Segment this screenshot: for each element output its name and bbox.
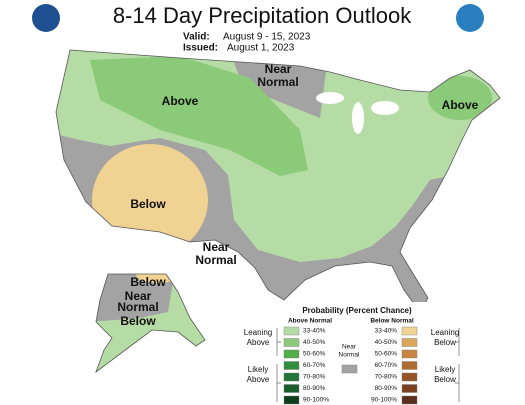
doc-logo — [32, 4, 60, 32]
legend-bin-label: 50-60% — [303, 351, 326, 358]
legend-bin-label: 40-50% — [375, 339, 398, 346]
legend-bin-label: 90-100% — [371, 397, 397, 404]
legend-swatch — [401, 361, 418, 370]
map-label: Below — [120, 314, 156, 328]
legend-group: Below — [434, 375, 456, 384]
noaa-logo — [456, 4, 484, 32]
legend-bin-label: 70-80% — [303, 374, 326, 381]
us-outline — [55, 49, 501, 313]
legend-group: Below — [434, 338, 456, 347]
legend-brackets — [276, 328, 460, 402]
legend-swatch — [283, 372, 300, 382]
legend-swatch — [283, 326, 300, 336]
map-label: Near — [265, 62, 292, 76]
issued-value: August 1, 2023 — [227, 43, 295, 54]
legend-swatch — [283, 384, 300, 393]
map-label: Normal — [257, 75, 298, 89]
map-label: Below — [130, 197, 166, 211]
legend-group: Leaning — [244, 328, 272, 337]
legend-near-normal: Normal — [339, 352, 361, 359]
valid-label: Valid: — [183, 32, 210, 43]
legend-swatch — [401, 372, 418, 382]
legend-swatch — [283, 338, 300, 347]
map-label: Above — [442, 98, 479, 112]
map-label: Near — [125, 289, 152, 303]
legend-swatch — [401, 395, 418, 405]
legend-swatch — [283, 361, 300, 370]
legend-bin-label: 70-80% — [375, 374, 398, 381]
legend-bin-label: 80-90% — [303, 385, 326, 392]
legend-group: Above — [247, 375, 270, 384]
legend-bin-label: 60-70% — [375, 362, 398, 369]
map-label: Above — [162, 94, 199, 108]
valid-value: August 9 - 15, 2023 — [223, 32, 311, 43]
legend-bin-label: 60-70% — [303, 362, 326, 369]
map-label: Normal — [195, 253, 236, 267]
legend-swatch — [341, 364, 358, 374]
legend-bin-label: 40-50% — [303, 339, 326, 346]
issued-label: Issued: — [183, 43, 218, 54]
legend-swatch — [401, 338, 418, 347]
legend-swatch — [401, 384, 418, 393]
legend-group: Above — [247, 338, 270, 347]
alaska-outline — [95, 273, 206, 374]
legend-group: Likely — [435, 365, 455, 374]
legend-group: Likely — [248, 365, 268, 374]
legend-swatch — [401, 349, 418, 359]
legend-bin-label: 50-60% — [375, 351, 398, 358]
map-label: Near — [203, 240, 230, 254]
legend-box — [236, 302, 468, 405]
legend-bin-label: 33-40% — [303, 328, 326, 335]
legend-swatch — [401, 326, 418, 336]
legend-heading: Above Normal — [288, 318, 332, 325]
legend-bin-label: 80-90% — [375, 385, 398, 392]
map-label: Normal — [117, 300, 158, 314]
map-label: Below — [130, 275, 166, 289]
legend-group: Leaning — [431, 328, 459, 337]
legend-near-normal: Near — [342, 344, 357, 351]
legend-bin-label: 33-40% — [375, 328, 398, 335]
title: 8-14 Day Precipitation Outlook — [113, 3, 412, 28]
legend-swatch — [283, 349, 300, 359]
legend-heading: Below Normal — [370, 318, 414, 325]
legend-swatch — [283, 395, 300, 405]
legend-title: Probability (Percent Chance) — [302, 306, 412, 315]
legend-bin-label: 90-100% — [303, 397, 329, 404]
